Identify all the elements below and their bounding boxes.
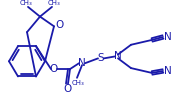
Text: CH₃: CH₃ (20, 0, 32, 6)
Text: O: O (63, 84, 71, 94)
Text: S: S (98, 53, 104, 63)
Text: CH₃: CH₃ (48, 0, 60, 6)
Text: CH₃: CH₃ (72, 80, 84, 86)
Text: O: O (55, 20, 63, 30)
Text: N: N (164, 66, 172, 76)
Text: O: O (50, 64, 58, 74)
Text: N: N (164, 32, 172, 42)
Text: N: N (78, 58, 86, 68)
Text: N: N (114, 51, 122, 61)
